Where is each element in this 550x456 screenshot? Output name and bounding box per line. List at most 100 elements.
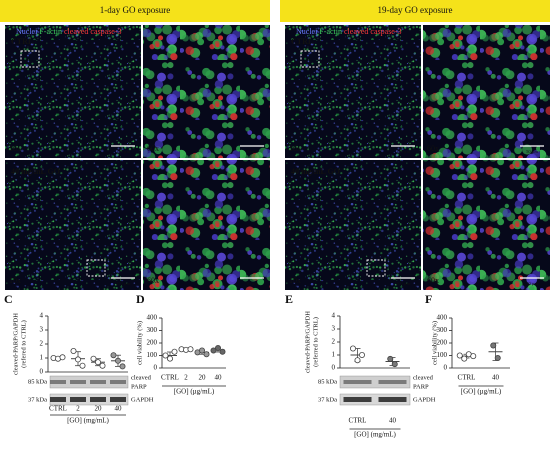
data-point (214, 344, 221, 351)
y-tick-label: 4 (40, 312, 44, 320)
y-axis-label: cleaved-PARP/GAPDH (304, 311, 311, 373)
x-axis-label: [GO] (µg/mL) (461, 388, 502, 396)
scale-bar-label: 50 µm (246, 149, 258, 154)
roi-box (300, 50, 320, 68)
y-tick-label: 0 (154, 364, 158, 372)
magnification: 10x (289, 144, 301, 153)
data-point (210, 347, 217, 354)
data-point (349, 345, 356, 352)
data-point (354, 357, 361, 364)
data-point (166, 355, 173, 362)
mw-marker: 37 kDa (318, 396, 337, 403)
band (343, 380, 372, 384)
data-point (59, 354, 66, 361)
micrograph (285, 160, 421, 290)
header-bar (0, 0, 270, 22)
channel: cleaved caspase-3 (64, 27, 122, 36)
y-tick-label: 400 (147, 314, 158, 322)
y-tick-label: 2 (40, 340, 44, 348)
x-tick-label: 40 (492, 374, 500, 382)
band-label: cleaved (413, 374, 434, 381)
y-axis-label: (referred to CTRL) (312, 317, 319, 367)
x-tick-label: CTRL (49, 405, 67, 413)
channel: cleaved caspase-3 (344, 27, 402, 36)
magnification: 60x (147, 276, 159, 285)
band (70, 397, 86, 402)
x-axis-label: [GO] (µg/mL) (174, 388, 215, 396)
channel: Nuclei (296, 27, 319, 36)
x-axis-label: [GO] (mg/mL) (354, 431, 396, 439)
y-tick-label: 200 (437, 339, 448, 347)
x-tick-label: 40 (215, 374, 223, 382)
magnification: 60x (427, 276, 439, 285)
panel-letter: C (4, 292, 13, 306)
data-point (99, 362, 106, 369)
data-point (490, 342, 497, 349)
data-point (461, 355, 468, 362)
data-point (187, 346, 194, 353)
micrograph (285, 25, 421, 158)
data-point (119, 363, 126, 370)
data-point (75, 356, 82, 363)
roi-box (366, 259, 386, 277)
band (50, 380, 66, 384)
y-tick-label: 1 (40, 354, 44, 362)
x-tick-label: 20 (95, 405, 103, 413)
blot (339, 393, 411, 406)
band-label: PARP (413, 383, 429, 390)
y-tick-label: 4 (332, 312, 336, 320)
y-axis-label: cleaved-PARP/GAPDH (12, 313, 19, 375)
data-point (110, 352, 117, 359)
y-axis-label: cell viability (%) (136, 321, 143, 365)
magnification: 10x (289, 276, 301, 285)
micrograph (423, 160, 550, 290)
y-tick-label: 100 (147, 351, 158, 359)
scale-bar-label: 250 µm (396, 149, 410, 154)
band (50, 397, 66, 402)
data-point (95, 359, 102, 366)
y-tick-label: 400 (437, 314, 448, 322)
scale-bar-label: 50 µm (526, 281, 538, 286)
magnification: 60x (147, 144, 159, 153)
data-point (171, 348, 178, 355)
x-tick-label: 40 (389, 417, 397, 425)
band (90, 380, 106, 384)
y-tick-label: 100 (437, 351, 448, 359)
y-tick-label: 0 (40, 368, 44, 376)
channel-legend: Nuclei F-actin cleaved caspase-3 (16, 27, 122, 36)
panel-letter: D (136, 292, 145, 306)
mw-marker: 37 kDa (28, 396, 47, 403)
data-point (203, 351, 210, 358)
data-point (219, 348, 226, 355)
micrograph (5, 25, 141, 158)
condition: CTRL (11, 37, 33, 46)
magnification: 60x (427, 144, 439, 153)
scale-bar-label: 250 µm (116, 149, 130, 154)
band-label: PARP (131, 383, 147, 390)
scale-bar-label: 50 µm (246, 281, 258, 286)
band-label: cleaved (131, 374, 152, 381)
data-point (470, 353, 477, 360)
band (378, 397, 407, 402)
y-tick-label: 3 (332, 325, 336, 333)
y-tick-label: 300 (437, 326, 448, 334)
data-point (79, 362, 86, 369)
scale-bar-label: 500 µm (396, 281, 410, 286)
channel: F-actin (39, 27, 64, 36)
y-tick-label: 300 (147, 326, 158, 334)
y-tick-label: 2 (332, 338, 336, 346)
x-tick-label: 20 (199, 374, 207, 382)
data-point (90, 355, 97, 362)
panel-letter: F (425, 292, 432, 306)
y-tick-label: 1 (332, 351, 336, 359)
roi-box (20, 50, 40, 68)
micrograph (423, 25, 550, 158)
data-point (456, 352, 463, 359)
band (90, 397, 106, 402)
data-point (162, 352, 169, 359)
mw-marker: 85 kDa (318, 378, 337, 385)
scale-bar-label: 50 µm (526, 149, 538, 154)
condition: CTRL (291, 37, 313, 46)
band (378, 380, 407, 384)
